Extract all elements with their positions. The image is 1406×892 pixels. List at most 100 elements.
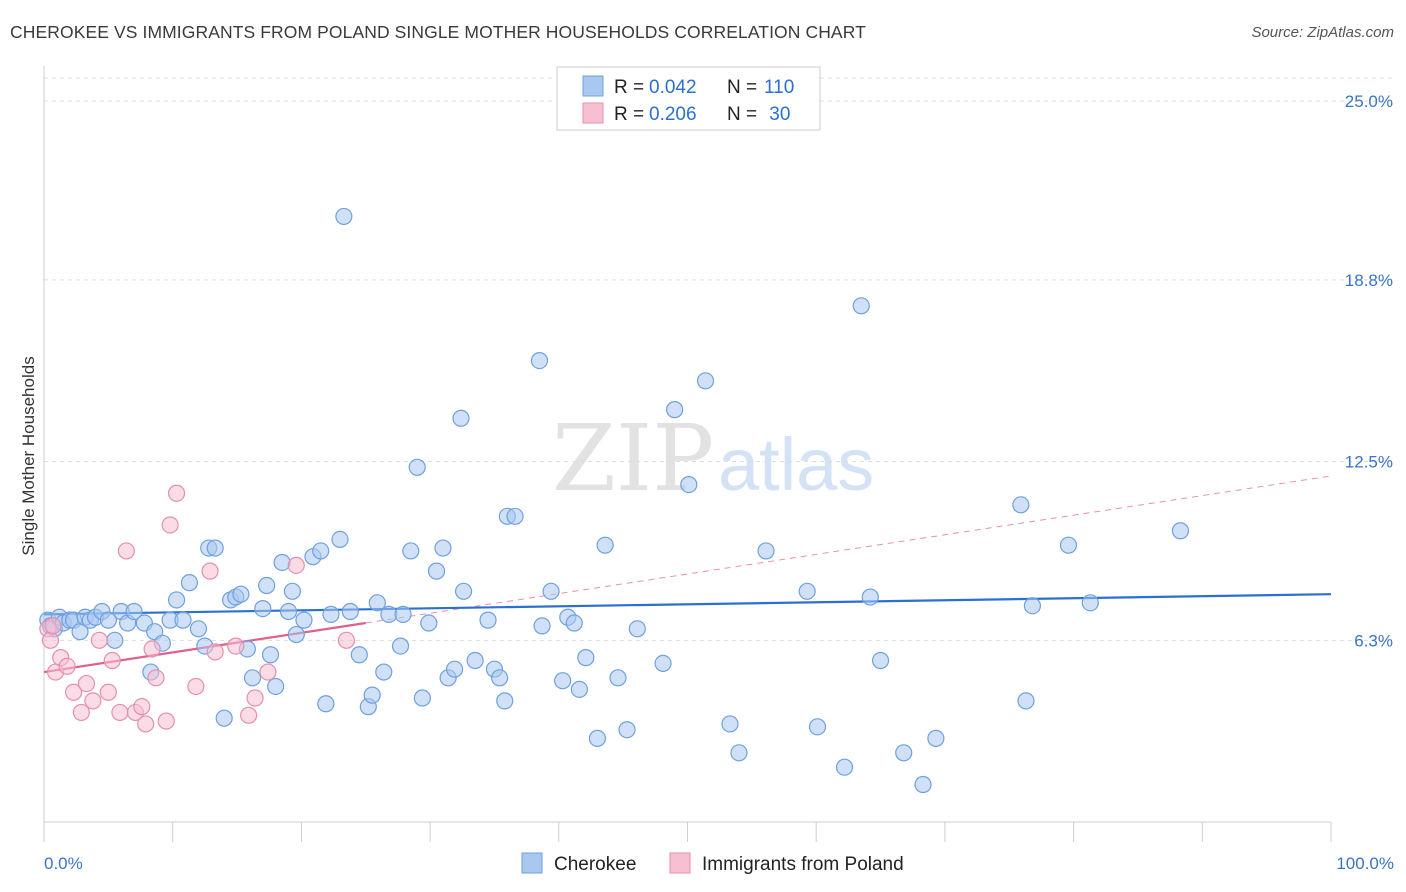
legend-n-value-1: 110	[764, 77, 794, 98]
cherokee-point-67	[452, 409, 470, 427]
cherokee-point-82	[570, 680, 588, 698]
legend-r-value-1: 0.042	[649, 77, 697, 98]
cherokee-point-40	[279, 602, 298, 621]
cherokee-point-83	[577, 649, 595, 667]
cherokee-point-36	[258, 576, 276, 595]
cherokee-point-76	[530, 352, 549, 370]
cherokee-point-104	[914, 775, 932, 794]
poland-trend-dashed	[365, 475, 1332, 624]
legend-bottom-swatch-poland	[669, 852, 691, 874]
cherokee-point-50	[341, 602, 359, 621]
gridlines	[44, 77, 1394, 641]
cherokee-point-28	[206, 539, 224, 557]
poland-point-29	[259, 663, 277, 681]
poland-point-9	[84, 692, 102, 710]
poland-point-14	[117, 542, 135, 560]
poland-point-16	[133, 698, 151, 716]
cherokee-point-72	[490, 669, 509, 687]
cherokee-point-103	[895, 744, 913, 762]
legend-n-label-2: N =	[727, 104, 757, 125]
cherokee-point-88	[628, 620, 646, 638]
cherokee-point-81	[565, 614, 583, 632]
poland-point-22	[167, 484, 186, 502]
cherokee-point-106	[1012, 496, 1030, 514]
cherokee-point-87	[618, 721, 636, 739]
x-tick-max: 100.0%	[1336, 854, 1394, 873]
cherokee-point-37	[261, 646, 280, 664]
cherokee-point-108	[1023, 597, 1042, 615]
cherokee-point-85	[596, 536, 614, 554]
cherokee-point-55	[375, 663, 393, 681]
y-tick-label-1: 12.5%	[1345, 453, 1393, 472]
cherokee-point-70	[479, 611, 497, 629]
y-tick-label-2: 18.8%	[1345, 271, 1393, 290]
cherokee-point-43	[295, 611, 313, 629]
cherokee-point-64	[434, 539, 452, 557]
poland-point-17	[137, 715, 155, 733]
cherokee-point-68	[454, 582, 473, 600]
cherokee-point-78	[542, 582, 560, 600]
legend-r-value-2: 0.206	[649, 104, 697, 125]
legend-top: R = 0.042 N = 110 R = 0.206 N = 30	[556, 66, 821, 131]
watermark-atlas: atlas	[718, 423, 874, 506]
poland-point-13	[111, 703, 129, 722]
poland-point-24	[201, 562, 219, 580]
source-credit: Source: ZipAtlas.com	[1251, 24, 1394, 41]
cherokee-point-53	[363, 686, 381, 704]
cherokee-point-97	[798, 582, 816, 600]
cherokee-point-111	[1171, 522, 1190, 540]
cherokee-point-46	[317, 695, 335, 713]
cherokee-point-84	[588, 729, 607, 747]
poland-point-1	[41, 631, 60, 649]
poland-point-10	[90, 631, 108, 649]
cherokee-point-35	[254, 600, 272, 618]
poland-point-20	[157, 712, 175, 730]
cherokee-point-57	[391, 637, 410, 655]
poland-point-28	[246, 689, 264, 707]
y-axis-label: Single Mother Households	[19, 356, 38, 555]
y-tick-labels: 6.3% 12.5% 18.8% 25.0%	[1345, 92, 1393, 650]
poland-point-11	[99, 683, 117, 701]
poland-point-18	[143, 640, 161, 658]
legend-bottom: Cherokee Immigrants from Poland	[521, 852, 904, 875]
cherokee-point-48	[331, 530, 349, 548]
cherokee-point-96	[757, 542, 775, 560]
poland-point-23	[187, 677, 205, 696]
cherokee-point-47	[322, 605, 340, 623]
y-tick-label-3: 25.0%	[1345, 92, 1393, 111]
cherokee-point-100	[852, 297, 870, 315]
cherokee-point-109	[1059, 536, 1078, 554]
cherokee-point-23	[174, 611, 192, 629]
cherokee-point-98	[808, 718, 827, 736]
cherokee-point-58	[394, 605, 412, 623]
cherokee-point-49	[335, 207, 353, 226]
legend-r-label-1: R =	[614, 77, 644, 98]
cherokee-point-75	[506, 507, 524, 525]
cherokee-point-95	[730, 744, 748, 762]
cherokee-point-32	[232, 585, 250, 603]
cherokee-point-51	[350, 646, 368, 664]
cherokee-point-66	[445, 660, 464, 678]
cherokee-point-94	[721, 715, 739, 733]
poland-point-30	[287, 556, 305, 574]
cherokee-point-61	[413, 689, 431, 707]
cherokee-point-62	[420, 614, 438, 632]
cherokee-point-39	[273, 553, 291, 572]
poland-point-31	[337, 631, 356, 649]
cherokee-point-25	[189, 620, 208, 638]
cherokee-point-90	[654, 654, 672, 672]
cherokee-point-22	[167, 591, 186, 609]
cherokee-point-92	[680, 476, 698, 494]
poland-point-12	[103, 651, 121, 670]
cherokee-point-105	[927, 729, 945, 747]
cherokee-point-42	[287, 625, 305, 644]
y-tick-label-0: 6.3%	[1354, 631, 1393, 650]
cherokee-point-13	[106, 631, 124, 649]
poland-point-6	[65, 683, 83, 701]
legend-n-value-2: 30	[764, 104, 790, 125]
data-points	[39, 92, 1190, 794]
cherokee-point-34	[243, 669, 262, 687]
poland-point-19	[147, 669, 165, 687]
legend-swatch-poland	[582, 102, 604, 124]
